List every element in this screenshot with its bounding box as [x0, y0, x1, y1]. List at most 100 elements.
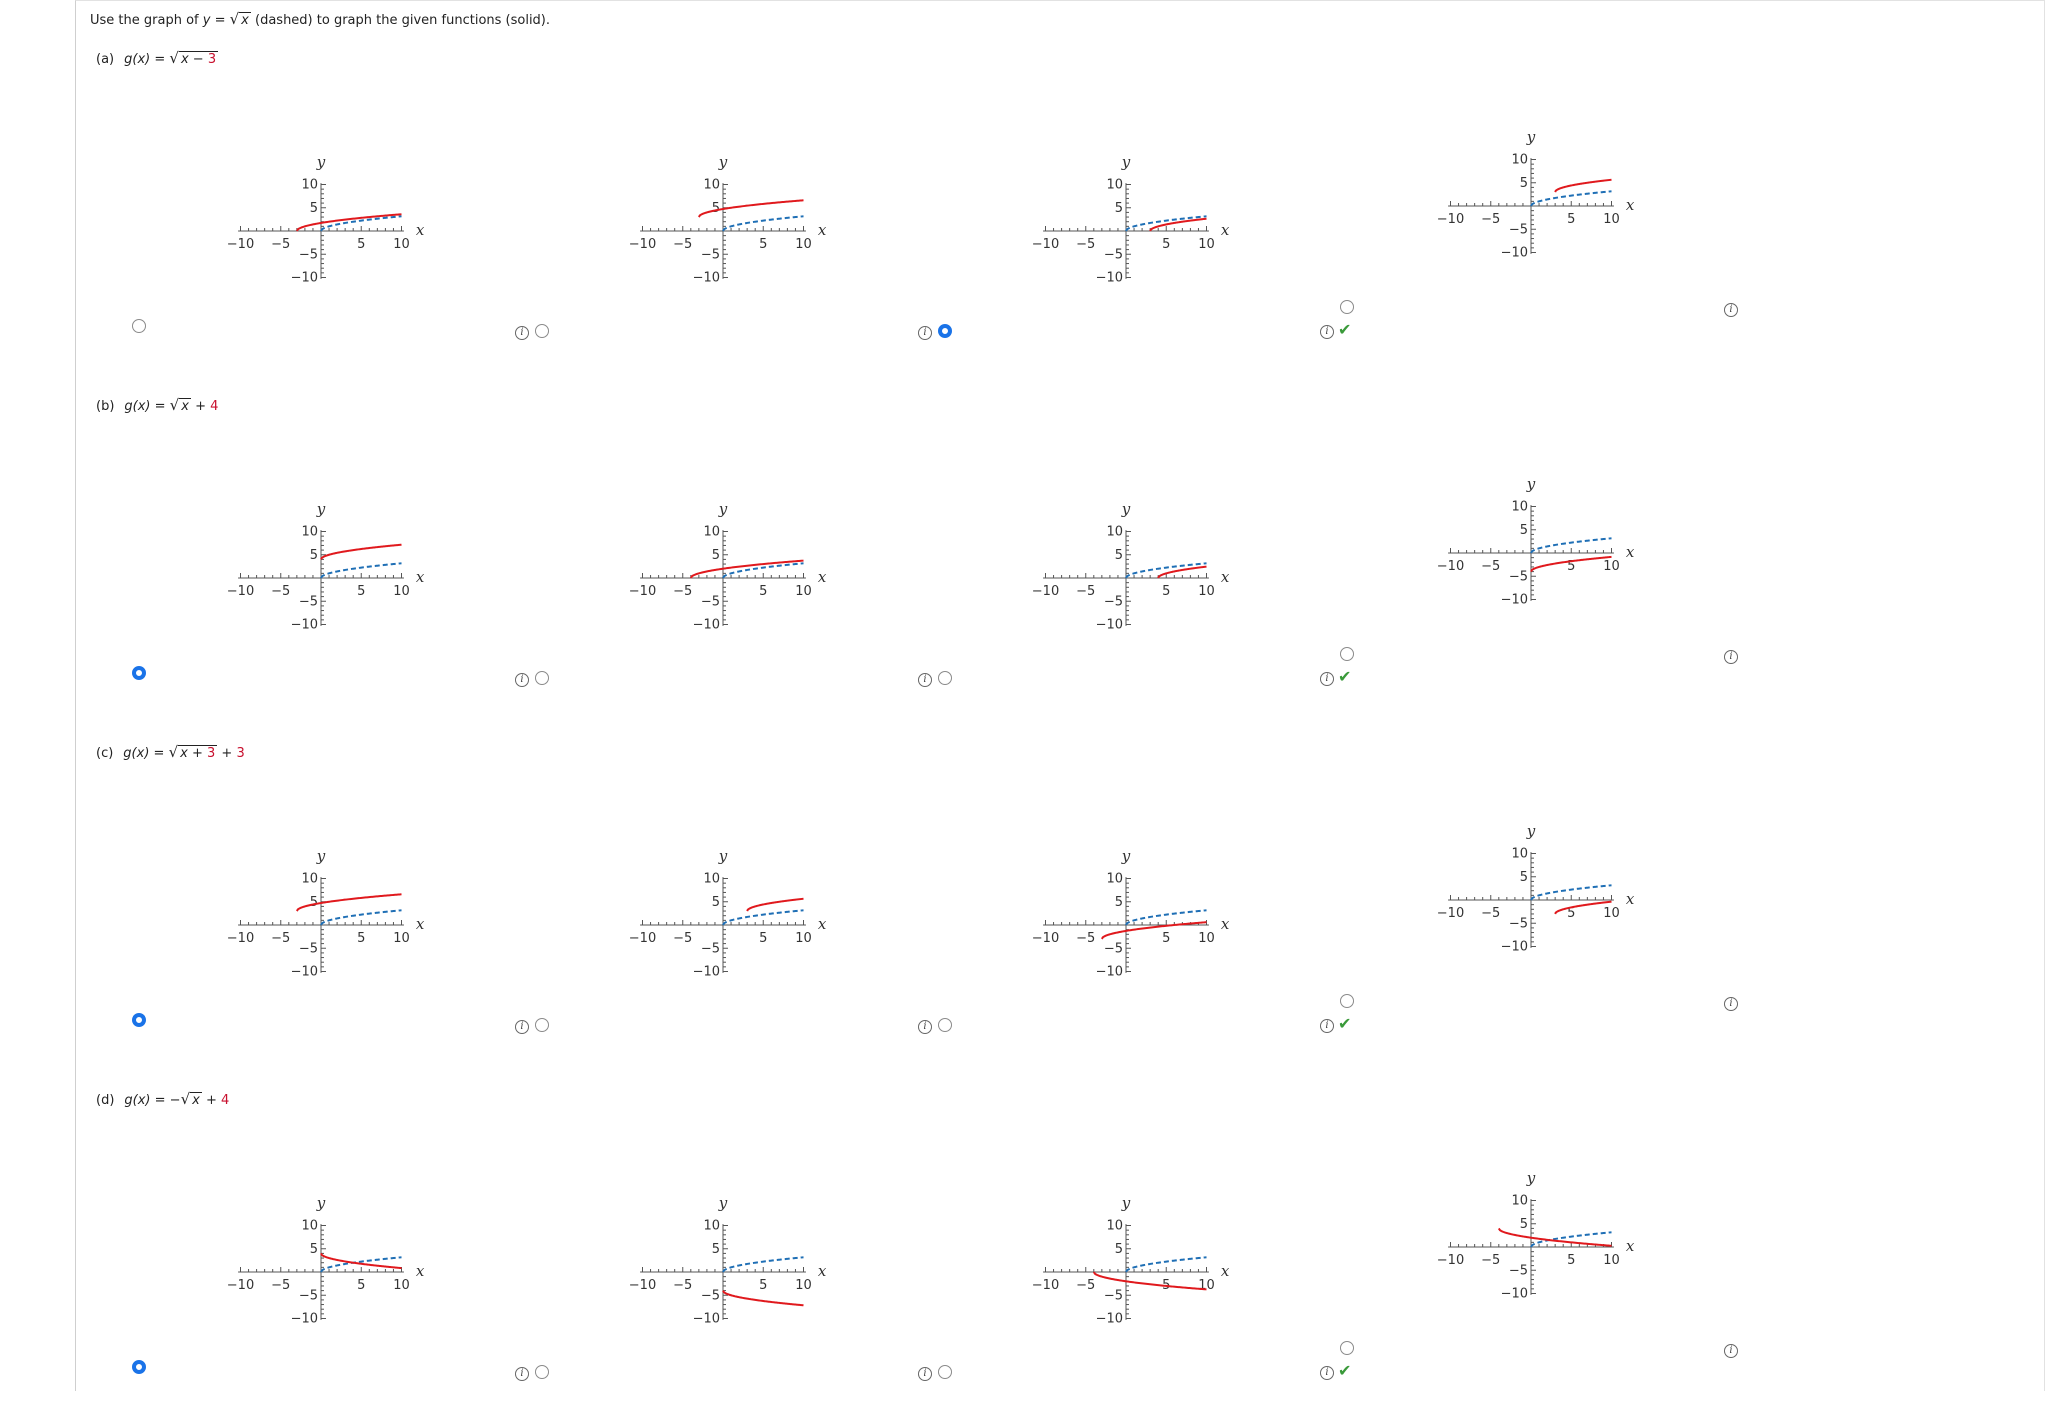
x-axis-name: x	[416, 915, 425, 933]
x-axis-name: x	[1221, 221, 1230, 239]
graph-choice: −10 −5 5 10 10 5 −5 −10 x y	[227, 847, 425, 979]
graph-choice: −10 −5 5 10 10 5 −5 −10 x y	[227, 1194, 425, 1326]
transformed-curve-solid	[746, 897, 804, 912]
y-tick-label: 10	[301, 1219, 318, 1234]
transformed-curve-solid	[1092, 1271, 1207, 1291]
choice-radio-2[interactable]	[535, 671, 549, 685]
info-icon[interactable]: i	[1724, 997, 1738, 1011]
transformed-curve-solid	[1157, 565, 1207, 579]
parent-curve-dashed	[1530, 884, 1612, 901]
transformed-curve-solid	[722, 1290, 804, 1307]
choice-radio-3[interactable]	[938, 1018, 952, 1032]
choice-radio-3[interactable]	[938, 671, 952, 685]
graph-choice: −10 −5 5 10 10 5 −5 −10 x y	[1032, 153, 1230, 285]
x-tick-label: 5	[357, 931, 365, 946]
parent-curve-dashed	[1125, 909, 1207, 926]
info-icon[interactable]: i	[1320, 1366, 1334, 1380]
info-icon[interactable]: i	[515, 673, 529, 687]
part-label: (d) g(x) = −√ x + 4	[96, 1090, 230, 1108]
y-tick-label: −5	[1509, 569, 1528, 584]
y-tick-label: 5	[1115, 1242, 1123, 1257]
x-tick-label: 5	[1162, 584, 1170, 599]
y-axis-name: y	[1526, 822, 1536, 840]
y-tick-label: −5	[299, 941, 318, 956]
graph-choice: −10 −5 5 10 10 5 −5 −10 x y	[629, 153, 827, 285]
info-icon[interactable]: i	[1724, 303, 1738, 317]
y-tick-label: −10	[1501, 246, 1528, 261]
x-axis-name: x	[1626, 1237, 1635, 1255]
x-tick-label: −10	[1437, 559, 1464, 574]
graph-choice: −10 −5 5 10 10 5 −5 −10 x y	[1437, 475, 1635, 608]
transformed-curve-solid	[698, 199, 804, 218]
choice-radio-1[interactable]	[132, 1360, 146, 1374]
part-label: (a) g(x) = √ x − 3	[96, 49, 219, 67]
choice-radio-2[interactable]	[535, 1018, 549, 1032]
y-axis-name: y	[718, 153, 728, 171]
x-tick-label: 10	[1198, 584, 1215, 599]
info-icon[interactable]: i	[1320, 1019, 1334, 1033]
choice-radio-2[interactable]	[535, 1365, 549, 1379]
info-icon[interactable]: i	[1724, 650, 1738, 664]
info-icon[interactable]: i	[1724, 1344, 1738, 1358]
choice-radio-4[interactable]	[1340, 300, 1354, 314]
x-tick-label: −5	[1481, 559, 1500, 574]
parent-curve-dashed	[1530, 1231, 1612, 1248]
y-tick-label: −10	[693, 1312, 720, 1327]
info-icon[interactable]: i	[1320, 325, 1334, 339]
y-axis-name: y	[316, 500, 326, 518]
info-icon[interactable]: i	[918, 673, 932, 687]
x-axis-name: x	[1221, 568, 1230, 586]
y-tick-label: 10	[1511, 153, 1528, 168]
y-tick-label: 5	[712, 895, 720, 910]
x-tick-label: −10	[1437, 906, 1464, 921]
info-icon[interactable]: i	[515, 1020, 529, 1034]
choice-radio-4[interactable]	[1340, 647, 1354, 661]
parent-curve-dashed	[320, 909, 402, 926]
choice-radio-1[interactable]	[132, 1013, 146, 1027]
info-icon[interactable]: i	[918, 1020, 932, 1034]
x-axis-name: x	[818, 221, 827, 239]
x-tick-label: −5	[271, 584, 290, 599]
choice-radio-4[interactable]	[1340, 1341, 1354, 1355]
x-tick-label: −5	[673, 931, 692, 946]
x-axis-name: x	[818, 1262, 827, 1280]
y-tick-label: −5	[1104, 1288, 1123, 1303]
info-icon[interactable]: i	[918, 326, 932, 340]
choice-radio-3[interactable]	[938, 324, 952, 338]
choice-radio-3[interactable]	[938, 1365, 952, 1379]
y-tick-label: 10	[1106, 525, 1123, 540]
x-tick-label: 5	[759, 931, 767, 946]
x-tick-label: 10	[795, 584, 812, 599]
x-tick-label: 5	[357, 584, 365, 599]
transformed-curve-solid	[1497, 1227, 1612, 1247]
info-icon[interactable]: i	[515, 1367, 529, 1381]
choice-radio-1[interactable]	[132, 666, 146, 680]
info-icon[interactable]: i	[515, 326, 529, 340]
y-tick-label: −10	[1501, 593, 1528, 608]
x-axis-name: x	[818, 568, 827, 586]
y-tick-label: −10	[1096, 1312, 1123, 1327]
x-axis-name: x	[416, 568, 425, 586]
x-tick-label: 5	[1567, 212, 1575, 227]
y-axis-name: y	[1121, 847, 1131, 865]
y-tick-label: 5	[712, 201, 720, 216]
x-axis-name: x	[416, 1262, 425, 1280]
info-icon[interactable]: i	[918, 1367, 932, 1381]
x-tick-label: −5	[1481, 1253, 1500, 1268]
choice-radio-1[interactable]	[132, 319, 146, 333]
choice-radio-4[interactable]	[1340, 994, 1354, 1008]
info-icon[interactable]: i	[1320, 672, 1334, 686]
x-tick-label: −5	[1076, 584, 1095, 599]
x-tick-label: 10	[393, 237, 410, 252]
x-tick-label: 5	[357, 1278, 365, 1293]
x-tick-label: −5	[1076, 1278, 1095, 1293]
choice-radio-2[interactable]	[535, 324, 549, 338]
correct-check-icon: ✔	[1338, 1014, 1352, 1033]
y-axis-name: y	[1526, 1169, 1536, 1187]
y-tick-label: 10	[301, 525, 318, 540]
y-tick-label: 5	[1520, 176, 1528, 191]
x-tick-label: 5	[357, 237, 365, 252]
transformed-curve-solid	[296, 893, 402, 912]
y-tick-label: 10	[301, 872, 318, 887]
y-axis-name: y	[1121, 1194, 1131, 1212]
